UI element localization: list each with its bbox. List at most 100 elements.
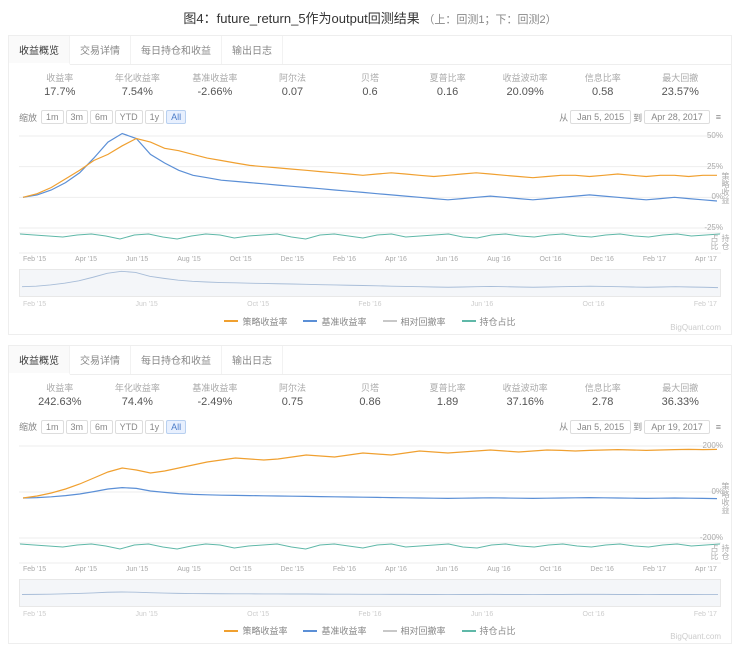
- legend-item[interactable]: 基准收益率: [303, 624, 366, 637]
- range-btn-YTD[interactable]: YTD: [115, 420, 143, 434]
- tab-2[interactable]: 每日持仓和收益: [131, 36, 222, 64]
- metrics-row: 收益率242.63%年化收益率74.4%基准收益率 -2.49%阿尔法 0.75 贝塔…: [9, 375, 731, 416]
- tab-1[interactable]: 交易详情: [70, 36, 131, 64]
- metric: 夏普比率 1.89: [409, 381, 487, 408]
- metric-label: 阿尔法: [254, 71, 332, 84]
- holding-chart: 持仓占比: [19, 232, 721, 254]
- legend: 策略收益率 基准收益率 相对回撤率 持仓占比: [9, 310, 731, 334]
- xtick: Dec '15: [281, 256, 305, 263]
- metric-label: 收益率: [21, 71, 99, 84]
- legend-item[interactable]: 策略收益率: [224, 624, 287, 637]
- metric-label: 基准收益率: [176, 381, 254, 394]
- navigator[interactable]: [19, 579, 721, 607]
- legend-item[interactable]: 相对回撤率: [383, 624, 446, 637]
- xtick: Feb '17: [643, 256, 666, 263]
- ytick-label: -25%: [704, 223, 723, 232]
- legend-item[interactable]: 基准收益率: [303, 315, 366, 328]
- metric-label: 夏普比率: [409, 381, 487, 394]
- metric-value: -2.49%: [176, 396, 254, 408]
- range-btn-3m[interactable]: 3m: [66, 110, 89, 124]
- xtick: Apr '15: [75, 256, 97, 263]
- metric: 收益波动率20.09%: [486, 71, 564, 98]
- legend-item[interactable]: 持仓占比: [462, 624, 516, 637]
- metric-label: 年化收益率: [99, 71, 177, 84]
- date-to-input[interactable]: Apr 19, 2017: [644, 420, 710, 434]
- tabs: 收益概览交易详情每日持仓和收益输出日志: [9, 346, 731, 375]
- range-btn-3m[interactable]: 3m: [66, 420, 89, 434]
- navigator[interactable]: [19, 269, 721, 297]
- metric: 最大回撤36.33%: [642, 381, 720, 408]
- main-chart[interactable]: 200%0%-200%策略收益: [19, 442, 721, 542]
- metric-value: 1.89: [409, 396, 487, 408]
- metrics-row: 收益率17.7%年化收益率7.54%基准收益率-2.66%阿尔法0.07贝塔0.…: [9, 65, 731, 106]
- tab-0[interactable]: 收益概览: [9, 36, 70, 65]
- range-btn-1y[interactable]: 1y: [145, 110, 165, 124]
- range-btn-YTD[interactable]: YTD: [115, 110, 143, 124]
- legend-label: 相对回撤率: [401, 624, 446, 637]
- ytick-label: 200%: [703, 441, 723, 450]
- metric: 收益率242.63%: [21, 381, 99, 408]
- metric-label: 贝塔: [331, 381, 409, 394]
- range-btn-6m[interactable]: 6m: [90, 110, 113, 124]
- tab-0[interactable]: 收益概览: [9, 346, 70, 375]
- legend-item[interactable]: 相对回撤率: [383, 315, 446, 328]
- menu-icon[interactable]: ≡: [716, 112, 721, 122]
- date-from-label: 从: [559, 111, 568, 124]
- metric-label: 信息比率: [564, 71, 642, 84]
- tab-2[interactable]: 每日持仓和收益: [131, 346, 222, 374]
- menu-icon[interactable]: ≡: [716, 422, 721, 432]
- nav-xaxis: Feb '15Jun '15Oct '15Feb '16Jun '16Oct '…: [9, 609, 731, 620]
- tab-1[interactable]: 交易详情: [70, 346, 131, 374]
- date-from-input[interactable]: Jan 5, 2015: [570, 110, 631, 124]
- ytick-label: 25%: [707, 162, 723, 171]
- metric-label: 收益波动率: [486, 381, 564, 394]
- xtick: Oct '15: [230, 566, 252, 573]
- xaxis: Feb '15Apr '15Jun '15Aug '15Oct '15Dec '…: [9, 564, 731, 575]
- metric-value: 0.16: [409, 86, 487, 98]
- metric-value: 36.33%: [642, 396, 720, 408]
- range-btn-6m[interactable]: 6m: [90, 420, 113, 434]
- chart-side-label: 策略收益: [720, 482, 731, 514]
- range-controls: 缩放1m3m6mYTD1yAll从Jan 5, 2015到Apr 19, 201…: [9, 416, 731, 438]
- legend-label: 策略收益率: [242, 315, 287, 328]
- legend-swatch: [303, 630, 317, 632]
- metric-value: 7.54%: [99, 86, 177, 98]
- range-btn-1m[interactable]: 1m: [41, 420, 64, 434]
- range-btn-All[interactable]: All: [166, 110, 186, 124]
- date-from-input[interactable]: Jan 5, 2015: [570, 420, 631, 434]
- metric-value: 0.6: [331, 86, 409, 98]
- xtick: Dec '15: [281, 566, 305, 573]
- xtick: Jun '15: [126, 256, 148, 263]
- subchart-side-label: 持仓占比: [709, 544, 731, 564]
- xtick: Oct '16: [540, 256, 562, 263]
- xtick: Jun '16: [436, 256, 458, 263]
- tab-3[interactable]: 输出日志: [222, 346, 283, 374]
- xtick: Apr '15: [75, 566, 97, 573]
- date-to-input[interactable]: Apr 28, 2017: [644, 110, 710, 124]
- range-btn-All[interactable]: All: [166, 420, 186, 434]
- range-btn-1m[interactable]: 1m: [41, 110, 64, 124]
- xtick: Feb '16: [333, 566, 356, 573]
- legend-label: 基准收益率: [321, 624, 366, 637]
- metric-value: 0.58: [564, 86, 642, 98]
- xtick: Oct '15: [230, 256, 252, 263]
- xtick: Feb '16: [333, 256, 356, 263]
- metric-value: 0.75: [254, 396, 332, 408]
- metric-label: 阿尔法: [254, 381, 332, 394]
- legend-label: 持仓占比: [480, 624, 516, 637]
- legend-label: 策略收益率: [242, 624, 287, 637]
- metric-value: 242.63%: [21, 396, 99, 408]
- legend-item[interactable]: 策略收益率: [224, 315, 287, 328]
- main-chart[interactable]: 50%25%0%-25%策略收益: [19, 132, 721, 232]
- watermark: BigQuant.com: [670, 632, 721, 641]
- range-btn-1y[interactable]: 1y: [145, 420, 165, 434]
- tab-3[interactable]: 输出日志: [222, 36, 283, 64]
- metric: 年化收益率 7.54%: [99, 71, 177, 98]
- metric: 收益率17.7%: [21, 71, 99, 98]
- watermark: BigQuant.com: [670, 323, 721, 332]
- title-sub: （上：回测1；下：回测2）: [423, 14, 556, 26]
- legend-item[interactable]: 持仓占比: [462, 315, 516, 328]
- xtick: Aug '15: [177, 566, 201, 573]
- legend-swatch: [462, 320, 476, 322]
- metric: 年化收益率74.4%: [99, 381, 177, 408]
